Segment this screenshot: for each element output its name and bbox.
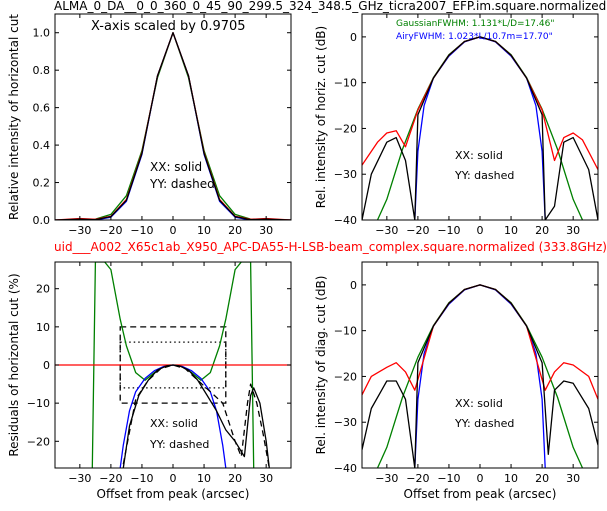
annotation-text: YY: dashed [149,438,209,451]
plot-area [362,36,598,220]
y-tick-label: −30 [334,168,357,181]
annotation-text: XX: solid [150,160,202,174]
y-tick-label: −20 [27,435,50,448]
y-tick-label: 0 [43,359,50,372]
x-tick-label: 0 [170,472,177,485]
series-line-1 [414,284,546,468]
y-tick-label: −10 [334,77,357,90]
y-tick-label: 1.0 [33,27,51,40]
plot-area [362,284,598,468]
x-tick-label: −20 [406,224,429,237]
series-line-3 [362,36,598,220]
chart-panel-horizontal-cut-db: −30 −20 −10 0 10 20 30 0 −10 −20 −30 −40 Rel. intens… [314,13,599,237]
y-tick-label: 0.4 [33,139,51,152]
annotation-text: YY: dashed [454,417,514,430]
x-tick-label: 10 [504,224,518,237]
x-tick-label: −20 [406,472,429,485]
series-line-1 [55,32,291,220]
series-line-4 [122,364,270,468]
figure-subtitle: uid___A002_X65c1ab_X950_APC-DA55-H-LSB-b… [54,240,607,254]
x-tick-label: −10 [130,472,153,485]
x-tick-label: −20 [99,472,122,485]
y-tick-label: −30 [334,416,357,429]
x-tick-label: −10 [437,472,460,485]
x-tick-label: 30 [259,224,273,237]
x-tick-label: 10 [197,472,211,485]
y-tick-label: −20 [334,370,357,383]
x-tick-label: 0 [170,224,177,237]
x-axis-label: Offset from peak (arcsec) [404,487,557,501]
y-axis-label: Residuals of horizontal cut (%) [7,273,21,456]
x-tick-label: 0 [477,472,484,485]
y-tick-label: 20 [36,283,50,296]
y-tick-label: −20 [334,122,357,135]
chart-panel-residuals: −30 −20 −10 0 10 20 30 20 10 0 −10 −20 Residuals of … [7,261,292,501]
y-tick-label: 0.6 [33,102,51,115]
plot-area [55,32,291,220]
x-tick-label: 20 [228,472,242,485]
x-tick-label: 20 [535,224,549,237]
y-tick-label: −10 [334,325,357,338]
figure-suptitle: ALMA_0_DA__0_0_360_0_45_90_299.5_324_348… [54,0,606,13]
chart-panel-horizontal-cut: −30 −20 −10 0 10 20 30 0.0 0.2 0.4 0.6 0.8 1.0 Relati… [7,13,292,237]
y-tick-label: 0.8 [33,64,51,77]
annotation-text: YY: dashed [454,169,514,182]
y-tick-label: 0.2 [33,177,51,190]
x-tick-label: −30 [68,224,91,237]
x-tick-label: 30 [566,224,580,237]
x-tick-label: −30 [68,472,91,485]
y-axis-label: Rel. intensity of diag. cut (dB) [314,276,328,455]
x-tick-label: 10 [197,224,211,237]
annotation-text: YY: dashed [149,177,215,191]
x-tick-label: 0 [477,224,484,237]
y-axis-label: Relative intensity of horizontal cut [7,14,21,220]
annotation-text: XX: solid [455,149,503,162]
annotation-text: XX: solid [455,397,503,410]
y-tick-label: 0 [350,31,357,44]
y-tick-label: 0.0 [33,214,51,227]
axes-frame [361,13,599,221]
legend-entry: AiryFWHM: 1.023*L/10.7m=17.70" [396,32,553,42]
x-tick-label: −10 [130,224,153,237]
axes-frame [361,261,599,469]
x-axis-label: Offset from peak (arcsec) [97,487,250,501]
y-tick-label: −40 [334,214,357,227]
plot-area [55,262,291,468]
series-line-3 [55,32,291,220]
x-tick-label: 30 [259,472,273,485]
y-tick-label: −10 [27,397,50,410]
x-tick-label: 20 [535,472,549,485]
series-line-3 [362,284,598,468]
annotation-text: XX: solid [150,417,198,430]
x-tick-label: 30 [566,472,580,485]
legend-entry: GaussianFWHM: 1.131*L/D=17.46" [396,19,554,29]
y-tick-label: 0 [350,279,357,292]
x-tick-label: −30 [375,472,398,485]
x-tick-label: −10 [437,224,460,237]
x-tick-label: 10 [504,472,518,485]
x-tick-label: 20 [228,224,242,237]
series-line-2 [55,32,291,220]
annotation-text: X-axis scaled by 0.9705 [91,19,246,34]
series-line-0 [376,36,584,220]
series-line-0 [55,32,291,220]
chart-panel-diagonal-cut-db: −30 −20 −10 0 10 20 30 0 −10 −20 −30 −40 Rel. intens… [314,261,599,501]
series-line-1 [414,36,546,220]
y-tick-label: 10 [36,321,50,334]
x-tick-label: −20 [99,224,122,237]
x-tick-label: −30 [375,224,398,237]
y-tick-label: −40 [334,462,357,475]
y-axis-label: Rel. intensity of horiz. cut (dB) [314,26,328,208]
